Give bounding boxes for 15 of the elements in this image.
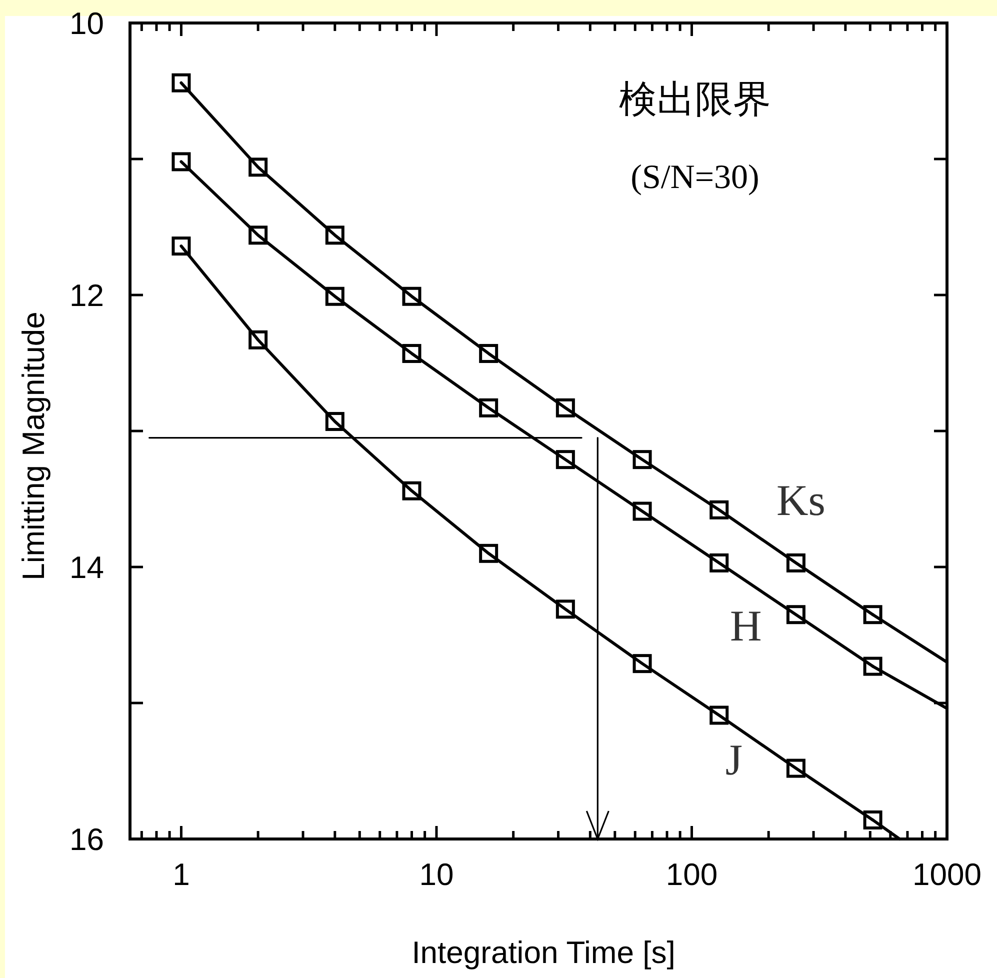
x-tick-label: 100 <box>666 857 718 892</box>
text: 検出限界 <box>619 79 771 121</box>
series-label: J <box>725 735 743 784</box>
y-tick-label: 12 <box>70 278 104 313</box>
y-tick-label: 14 <box>70 550 104 585</box>
y-axis-title: Limitting Magnitude <box>16 312 51 580</box>
x-tick-label: 10 <box>419 857 454 892</box>
x-tick-label: 1 <box>172 857 190 892</box>
series-label: H <box>730 602 762 651</box>
y-tick-label: 16 <box>70 822 104 857</box>
x-tick-label: 1000 <box>912 857 982 892</box>
x-axis-title: Integration Time [s] <box>412 935 676 970</box>
y-tick-label: 10 <box>70 6 104 41</box>
text: (S/N=30) <box>630 159 760 196</box>
series-label: Ks <box>776 476 826 525</box>
